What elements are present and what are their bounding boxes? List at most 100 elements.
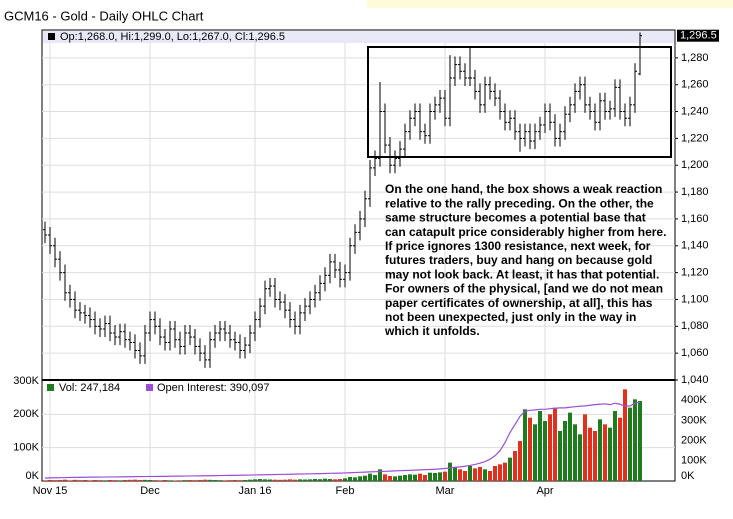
volume-bar [178, 480, 182, 481]
volume-bar [398, 475, 402, 481]
volume-bar [608, 427, 612, 481]
volume-bar [363, 475, 367, 481]
y-tick-label: 1,180 [681, 186, 709, 198]
volume-bar [318, 479, 322, 481]
volume-bar [543, 421, 547, 481]
oi-tick-label: 400K [681, 394, 707, 406]
volume-bar [553, 407, 557, 481]
volume-bar [368, 473, 372, 481]
volume-bar [108, 480, 112, 481]
volume-bar [488, 471, 492, 481]
volume-bar [423, 475, 427, 481]
y-tick-label: 1,260 [681, 79, 709, 91]
volume-bar [73, 479, 77, 481]
volume-bar [338, 479, 342, 481]
oi-tick-label: 200K [681, 435, 707, 447]
volume-bar [213, 480, 217, 481]
oi-tick-label: 100K [681, 455, 707, 467]
y-tick-label: 1,060 [681, 347, 709, 359]
volume-bar [268, 479, 272, 481]
volume-bar [288, 479, 292, 481]
volume-bar [523, 409, 527, 481]
y-tick-label: 1,140 [681, 240, 709, 252]
volume-bar [323, 478, 327, 481]
volume-bar [513, 451, 517, 481]
volume-bar [273, 479, 277, 481]
volume-bar [48, 480, 52, 481]
y-tick-label: 1,220 [681, 132, 709, 144]
volume-bar [78, 480, 82, 481]
volume-bar [203, 479, 207, 481]
volume-bar [388, 476, 392, 481]
volume-bar [533, 424, 537, 481]
volume-bar [148, 480, 152, 481]
volume-bar [343, 478, 347, 481]
volume-bar [573, 424, 577, 481]
volume-bar [413, 474, 417, 481]
volume-bar [68, 480, 72, 481]
volume-bar [63, 479, 67, 481]
volume-bar [453, 467, 457, 481]
volume-bar [478, 467, 482, 481]
annotation-line: same structure becomes a potential base … [385, 211, 646, 225]
volume-bar [473, 468, 477, 481]
header-swatch [48, 33, 55, 40]
volume-bar [603, 424, 607, 481]
volume-bar [238, 480, 242, 481]
volume-bar [438, 472, 442, 481]
y-tick-label: 1,280 [681, 52, 709, 64]
volume-bar [348, 477, 352, 481]
volume-bar [263, 479, 267, 481]
x-tick-label: Mar [436, 485, 455, 497]
volume-bar [548, 414, 552, 481]
oi-tick-label: 0K [681, 470, 695, 482]
volume-bar [223, 480, 227, 481]
volume-bar [618, 417, 622, 481]
volume-bar [418, 473, 422, 481]
annotation-line: can catapult price considerably higher f… [385, 225, 666, 239]
open-interest-line [44, 401, 641, 479]
volume-bar [563, 421, 567, 481]
y-tick-label: 1,040 [681, 374, 709, 386]
volume-bar [428, 472, 432, 481]
header-band [43, 31, 674, 43]
annotation-line: not been unexpected, just only in the wa… [385, 310, 636, 324]
volume-bar [113, 480, 117, 481]
volume-bar [58, 480, 62, 481]
annotation-line: On the one hand, the box shows a weak re… [385, 182, 662, 196]
x-tick-label: Apr [536, 485, 553, 497]
annotation-line: paper certificates of ownership, at all]… [385, 296, 653, 310]
volume-bar [373, 475, 377, 481]
volume-bar [483, 469, 487, 481]
volume-legend-swatch [47, 384, 54, 391]
y-tick-label: 1,160 [681, 213, 709, 225]
volume-bar [158, 480, 162, 481]
volume-bar [138, 480, 142, 481]
volume-bar [253, 479, 257, 481]
volume-bar [623, 389, 627, 481]
volume-legend: Vol: 247,184 [59, 382, 120, 394]
oi-legend-swatch [146, 384, 153, 391]
volume-bar [558, 431, 562, 481]
x-tick-label: Dec [140, 485, 160, 497]
volume-bar [463, 471, 467, 481]
volume-bar [133, 479, 137, 481]
volume-bar [293, 479, 297, 481]
volume-bar [393, 476, 397, 481]
consolidation-box [367, 46, 672, 158]
volume-bar [353, 477, 357, 481]
volume-bar [633, 399, 637, 481]
volume-bar [193, 480, 197, 481]
volume-bar [168, 480, 172, 481]
y-tick-label: 1,100 [681, 293, 709, 305]
oi-tick-label: 300K [681, 414, 707, 426]
volume-bar [598, 419, 602, 481]
volume-bar [283, 479, 287, 481]
volume-bar [43, 480, 47, 481]
annotation-line: which it unfolds. [384, 324, 480, 338]
top-banner [367, 0, 733, 8]
volume-bar [98, 480, 102, 481]
volume-tick-label: 200K [13, 408, 39, 420]
volume-bar [188, 480, 192, 481]
volume-bar [298, 479, 302, 481]
